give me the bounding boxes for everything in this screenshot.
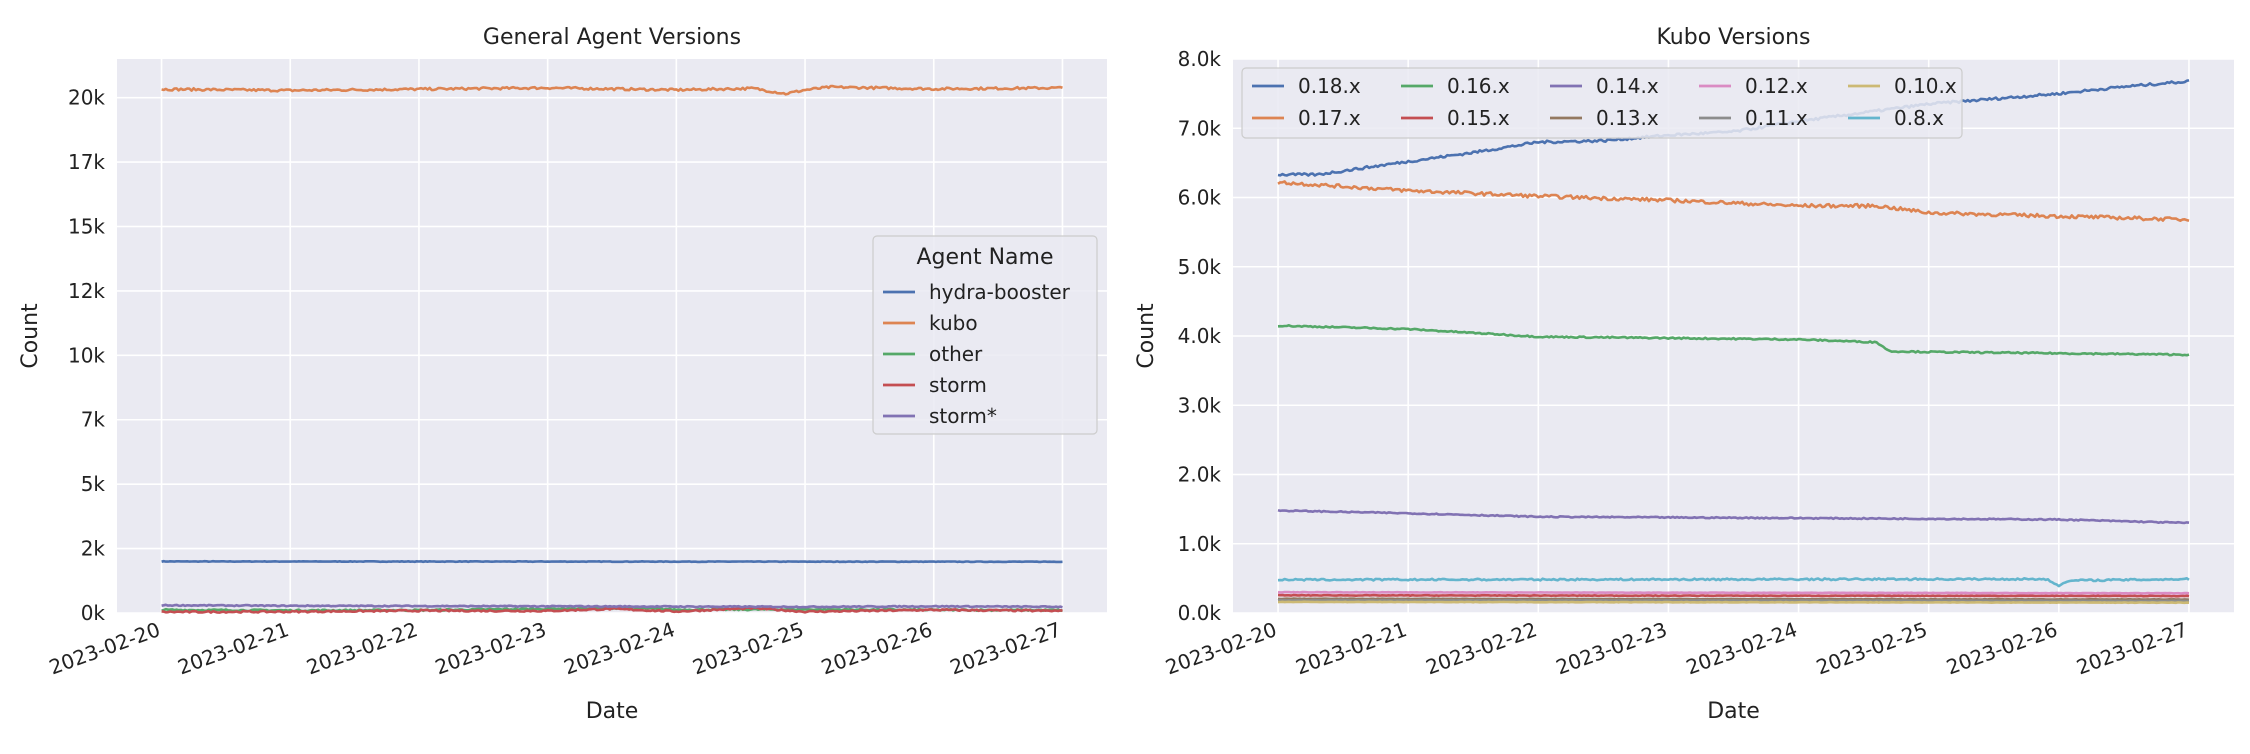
x-tick-label: 2023-02-20 (1162, 617, 1279, 679)
legend-entry-label: 0.17.x (1298, 106, 1361, 130)
y-tick-label: 10k (68, 343, 105, 367)
series-line-0-17-x (1277, 180, 2190, 222)
legend-entry-label: 0.13.x (1596, 106, 1659, 130)
x-tick-label: 2023-02-23 (1553, 617, 1670, 679)
series-line-storm- (161, 603, 1063, 609)
legend-entry-label: hydra-booster (929, 280, 1071, 304)
series-line-0-8-x (1277, 576, 2190, 588)
x-tick-label: 2023-02-20 (46, 617, 163, 679)
x-tick-label: 2023-02-22 (303, 617, 420, 679)
x-tick-label: 2023-02-26 (1943, 617, 2060, 679)
legend-entry-label: 0.12.x (1745, 74, 1808, 98)
y-tick-label: 5.0k (1178, 255, 1222, 279)
y-tick-label: 15k (68, 214, 105, 238)
y-tick-label: 3.0k (1178, 393, 1222, 417)
x-tick-label: 2023-02-26 (818, 617, 935, 679)
legend-entry-label: 0.11.x (1745, 106, 1808, 130)
x-tick-label: 2023-02-22 (1423, 617, 1540, 679)
series-line-0-10-x (1277, 600, 2190, 605)
y-tick-label: 6.0k (1178, 186, 1222, 210)
y-tick-label: 12k (68, 279, 105, 303)
legend-entry-label: storm (929, 373, 987, 397)
y-tick-label: 5k (81, 472, 106, 496)
x-tick-label: 2023-02-21 (1292, 617, 1409, 679)
y-tick-label: 4.0k (1178, 324, 1222, 348)
legend-entry-label: other (929, 342, 983, 366)
series-line-0-14-x (1277, 508, 2190, 525)
x-tick-label: 2023-02-25 (1813, 617, 1930, 679)
y-tick-label: 8.0k (1178, 47, 1222, 71)
x-axis-label: Date (1707, 699, 1760, 724)
x-tick-label: 2023-02-27 (2073, 617, 2190, 679)
legend-entry-label: 0.10.x (1894, 74, 1957, 98)
y-tick-label: 1.0k (1178, 532, 1222, 556)
x-tick-label: 2023-02-21 (175, 617, 292, 679)
chart-title: Kubo Versions (1656, 25, 1810, 50)
series-line-storm (161, 606, 1063, 614)
x-tick-label: 2023-02-24 (561, 617, 678, 679)
y-tick-label: 17k (68, 150, 105, 174)
series-line-0-11-x (1277, 598, 2190, 603)
y-tick-label: 2k (81, 537, 106, 561)
legend-entry-label: 0.15.x (1447, 106, 1510, 130)
y-tick-label: 0.0k (1178, 601, 1222, 625)
legend-entry-label: 0.18.x (1298, 74, 1361, 98)
legend-entry-label: 0.8.x (1894, 106, 1944, 130)
y-tick-label: 2.0k (1178, 463, 1222, 487)
legend-title: Agent Name (916, 245, 1053, 270)
x-tick-label: 2023-02-23 (432, 617, 549, 679)
series-line-hydra-booster (161, 559, 1063, 564)
legend-entry-label: 0.16.x (1447, 74, 1510, 98)
x-tick-label: 2023-02-25 (689, 617, 806, 679)
y-tick-label: 7k (81, 408, 106, 432)
y-tick-label: 7.0k (1178, 116, 1222, 140)
x-tick-label: 2023-02-27 (947, 617, 1064, 679)
series-line-0-12-x (1277, 590, 2190, 595)
x-tick-label: 2023-02-24 (1683, 617, 1800, 679)
y-axis-label: Count (1134, 303, 1159, 369)
y-tick-label: 0k (81, 601, 106, 625)
series-line-0-15-x (1277, 593, 2190, 598)
legend-entry-label: kubo (929, 311, 978, 335)
series-line-kubo (161, 84, 1063, 96)
y-axis-label: Count (18, 303, 43, 369)
legend-box (872, 235, 1098, 435)
chart-title: General Agent Versions (483, 25, 741, 50)
legend-entry-label: 0.14.x (1596, 74, 1659, 98)
x-axis-label: Date (586, 699, 639, 724)
chart-kubo-versions: 0.0k 1.0k 2.0k 3.0k 4.0k 5.0k 6.0k 7.0k 8.0k 2023… (1134, 25, 2234, 724)
legend-entry-label: storm* (929, 404, 997, 428)
series-line-0-16-x (1277, 323, 2190, 357)
y-tick-label: 20k (68, 86, 105, 110)
